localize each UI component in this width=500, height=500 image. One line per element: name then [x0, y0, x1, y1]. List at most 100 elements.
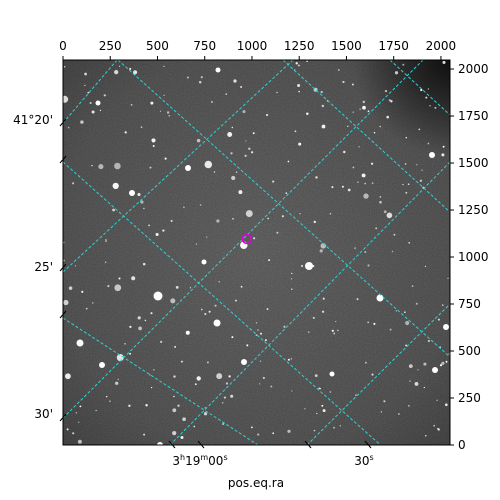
dec-tick-label: 25' [34, 260, 53, 274]
star [84, 72, 87, 76]
star [206, 236, 208, 238]
right-tick-label: 1000 [458, 250, 489, 264]
star [294, 130, 297, 133]
right-tick-label: 250 [458, 391, 481, 405]
star [129, 352, 132, 355]
star [285, 192, 288, 194]
star [211, 101, 213, 103]
star [116, 354, 124, 362]
star [291, 272, 293, 275]
star [200, 308, 203, 311]
star [124, 131, 127, 134]
star [216, 219, 220, 223]
star [196, 376, 201, 381]
star [272, 432, 275, 435]
star [227, 132, 233, 137]
star [319, 249, 323, 253]
star [427, 142, 430, 145]
star [408, 364, 413, 369]
top-tick-label: 1500 [331, 39, 362, 53]
star [231, 175, 236, 181]
star [398, 413, 400, 415]
star [383, 400, 386, 403]
star [365, 361, 367, 364]
star [258, 383, 261, 385]
top-tick-label: 1750 [378, 39, 409, 53]
star [429, 105, 431, 107]
grid-line [63, 161, 382, 445]
star [427, 339, 430, 343]
star [384, 89, 388, 93]
star [405, 191, 408, 194]
star [195, 243, 198, 245]
star [362, 105, 366, 110]
star [444, 403, 448, 407]
star [129, 67, 132, 70]
star [81, 290, 84, 293]
star [140, 200, 144, 204]
star [441, 361, 445, 365]
star [295, 62, 298, 65]
star [318, 387, 321, 390]
star [185, 330, 190, 335]
top-pixel-axis: 0 250 500 750 1000 1250 1500 1750 2000 [59, 39, 456, 60]
right-tick-label: 1250 [458, 203, 489, 217]
star [80, 120, 84, 124]
star [185, 165, 191, 171]
star [231, 336, 234, 339]
star [255, 322, 258, 324]
star [276, 231, 279, 234]
star [63, 299, 69, 306]
star [442, 60, 446, 64]
star [170, 219, 173, 222]
star [182, 417, 186, 422]
star [150, 312, 153, 315]
top-tick-label: 1250 [284, 39, 315, 53]
star [91, 164, 93, 167]
top-tick-label: 250 [99, 39, 122, 53]
star [245, 210, 253, 218]
star [138, 326, 142, 331]
star [362, 100, 365, 104]
star [143, 207, 145, 210]
star [427, 88, 430, 90]
star [163, 65, 165, 68]
star [442, 145, 445, 148]
star [252, 132, 255, 135]
star [95, 100, 101, 106]
star [76, 339, 84, 347]
star [437, 318, 440, 321]
star [257, 433, 260, 436]
star [389, 328, 392, 331]
right-tick-label: 750 [458, 297, 481, 311]
coordinate-grid [63, 60, 450, 445]
star [218, 281, 220, 283]
top-tick-label: 750 [193, 39, 216, 53]
star [71, 182, 75, 185]
star [152, 145, 155, 147]
star [198, 80, 202, 84]
star [157, 442, 163, 445]
star [352, 166, 355, 169]
star [77, 439, 82, 444]
star [200, 76, 203, 79]
star [376, 294, 384, 302]
star [264, 339, 267, 342]
star [175, 286, 179, 289]
star [189, 287, 192, 289]
star [235, 171, 238, 173]
star [89, 101, 92, 105]
star [222, 422, 225, 426]
top-tick-label: 2000 [426, 39, 457, 53]
star [415, 302, 418, 305]
star [194, 383, 197, 386]
star [351, 83, 354, 86]
star [163, 94, 165, 97]
star [322, 409, 326, 413]
star [379, 195, 382, 198]
star [402, 63, 405, 66]
star [361, 173, 366, 178]
star [166, 111, 170, 114]
star [241, 359, 247, 365]
